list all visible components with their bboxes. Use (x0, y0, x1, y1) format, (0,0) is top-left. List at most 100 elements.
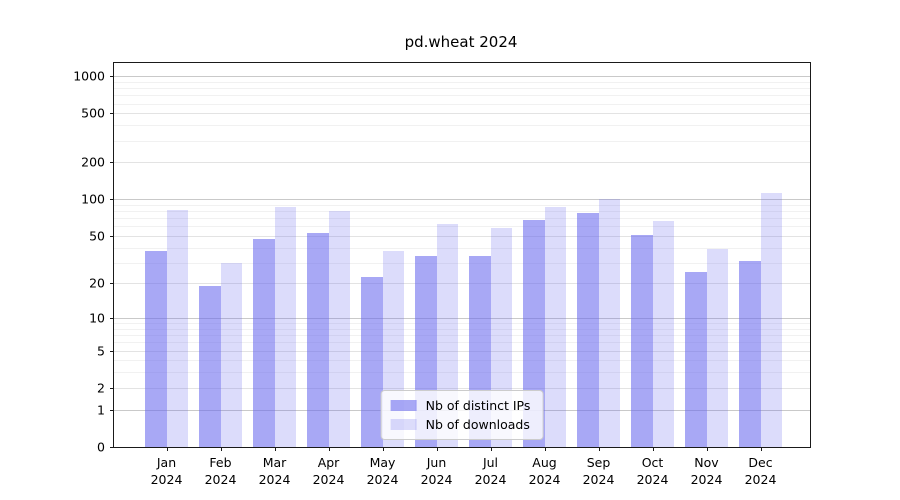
gridline-y-80 (114, 211, 810, 212)
x-tick-label-dec: Dec 2024 (744, 455, 777, 487)
y-tick-mark-100 (110, 199, 114, 201)
legend-item-downloads: Nb of downloads (390, 417, 531, 432)
plot-area: 0 1 2 5 10 20 50 100 200 500 1000 Jan 2024 Feb 2024 Mar… (73, 62, 811, 487)
bar-nb-of-downloads-feb (220, 262, 242, 447)
legend-label-distinct-ips: Nb of distinct IPs (425, 398, 531, 413)
y-tick-label-10: 10 (89, 310, 105, 326)
y-tick-label-2: 2 (97, 380, 105, 396)
gridline-y-700 (114, 95, 810, 97)
y-tick-label-200: 200 (81, 154, 105, 170)
bar-nb-of-distinct-ips-jan (145, 250, 167, 447)
bar-nb-of-distinct-ips-nov (685, 272, 707, 447)
y-tick-mark-5 (110, 350, 114, 352)
bar-nb-of-downloads-mar (274, 207, 296, 447)
bar-nb-of-downloads-nov (706, 249, 728, 447)
y-tick-label-20: 20 (89, 275, 105, 291)
bar-nb-of-distinct-ips-feb (199, 286, 221, 447)
y-tick-label-0: 0 (97, 439, 105, 455)
gridline-y-50 (114, 235, 810, 237)
x-tick-mark-aug (544, 447, 546, 451)
gridline-y-10 (114, 318, 810, 320)
gridline-y-300 (114, 140, 810, 142)
gridline-y-40 (114, 247, 810, 249)
gridline-y-100 (114, 199, 810, 201)
y-tick-mark-1000 (110, 76, 114, 78)
gridline-y-900 (114, 81, 810, 83)
x-tick-label-jan: Jan 2024 (150, 455, 183, 487)
y-tick-mark-50 (110, 235, 114, 237)
x-tick-label-jun: Jun 2024 (420, 455, 453, 487)
x-tick-label-apr: Apr 2024 (312, 455, 345, 487)
bar-nb-of-distinct-ips-oct (631, 235, 653, 447)
bar-nb-of-downloads-dec (760, 193, 782, 447)
y-tick-label-50: 50 (89, 228, 105, 244)
y-tick-mark-200 (110, 162, 114, 164)
y-tick-mark-1 (110, 409, 114, 411)
chart-title: pd.wheat 2024 (404, 33, 518, 51)
gridline-y-6 (114, 342, 810, 344)
gridline-y-2 (114, 387, 810, 389)
x-tick-label-may: May 2024 (366, 455, 399, 487)
bar-nb-of-distinct-ips-apr (307, 233, 329, 447)
legend: Nb of distinct IPs Nb of downloads (380, 390, 544, 440)
y-tick-label-100: 100 (81, 191, 105, 207)
bar-nb-of-downloads-aug (544, 206, 566, 447)
bar-nb-of-distinct-ips-mar (253, 239, 275, 447)
bar-nb-of-downloads-oct (652, 220, 674, 447)
legend-label-downloads: Nb of downloads (425, 417, 530, 432)
y-tick-mark-20 (110, 283, 114, 285)
bar-nb-of-distinct-ips-may (361, 276, 383, 447)
x-tick-label-nov: Nov 2024 (690, 455, 723, 487)
y-tick-label-1: 1 (97, 402, 105, 418)
gridline-y-600 (114, 103, 810, 105)
y-tick-mark-0 (110, 446, 114, 448)
y-tick-label-500: 500 (81, 105, 105, 121)
gridline-y-800 (114, 88, 810, 90)
gridline-y-90 (114, 204, 810, 206)
x-tick-label-aug: Aug 2024 (528, 455, 561, 487)
y-tick-mark-500 (110, 113, 114, 115)
x-tick-label-mar: Mar 2024 (258, 455, 291, 487)
gridline-y-30 (114, 262, 810, 264)
x-tick-mark-sep (598, 447, 600, 451)
legend-item-distinct-ips: Nb of distinct IPs (390, 398, 531, 413)
legend-swatch-distinct-ips (390, 400, 417, 411)
y-tick-label-5: 5 (97, 343, 105, 359)
gridline-y-7 (114, 335, 810, 337)
gridline-y-4 (114, 360, 810, 362)
x-tick-mark-nov (706, 447, 708, 451)
x-tick-mark-dec (760, 447, 762, 451)
y-tick-mark-10 (110, 318, 114, 320)
gridline-y-3 (114, 372, 810, 374)
y-tick-mark-2 (110, 387, 114, 389)
x-tick-mark-oct (652, 447, 654, 451)
gridline-y-1000 (114, 76, 810, 78)
x-tick-mark-mar (274, 447, 276, 451)
legend-swatch-downloads (390, 419, 417, 430)
bar-nb-of-downloads-sep (598, 199, 620, 447)
x-tick-label-sep: Sep 2024 (582, 455, 615, 487)
gridline-y-70 (114, 218, 810, 220)
bar-nb-of-downloads-apr (328, 210, 350, 447)
bar-nb-of-distinct-ips-dec (739, 261, 761, 447)
gridline-y-20 (114, 283, 810, 285)
gridline-y-500 (114, 113, 810, 115)
gridline-y-60 (114, 226, 810, 228)
gridline-y-400 (114, 125, 810, 127)
x-tick-mark-may (382, 447, 384, 451)
x-tick-mark-jan (166, 447, 168, 451)
y-tick-label-1000: 1000 (73, 68, 105, 84)
x-tick-mark-apr (328, 447, 330, 451)
x-tick-label-feb: Feb 2024 (204, 455, 237, 487)
x-tick-mark-feb (220, 447, 222, 451)
x-tick-label-jul: Jul 2024 (474, 455, 507, 487)
gridline-y-9 (114, 323, 810, 325)
bar-nb-of-downloads-jan (166, 210, 188, 447)
x-tick-label-oct: Oct 2024 (636, 455, 669, 487)
gridline-y-5 (114, 350, 810, 352)
gridline-y-8 (114, 328, 810, 330)
bar-nb-of-distinct-ips-sep (577, 212, 599, 447)
x-tick-mark-jul (490, 447, 492, 451)
gridline-y-200 (114, 162, 810, 164)
